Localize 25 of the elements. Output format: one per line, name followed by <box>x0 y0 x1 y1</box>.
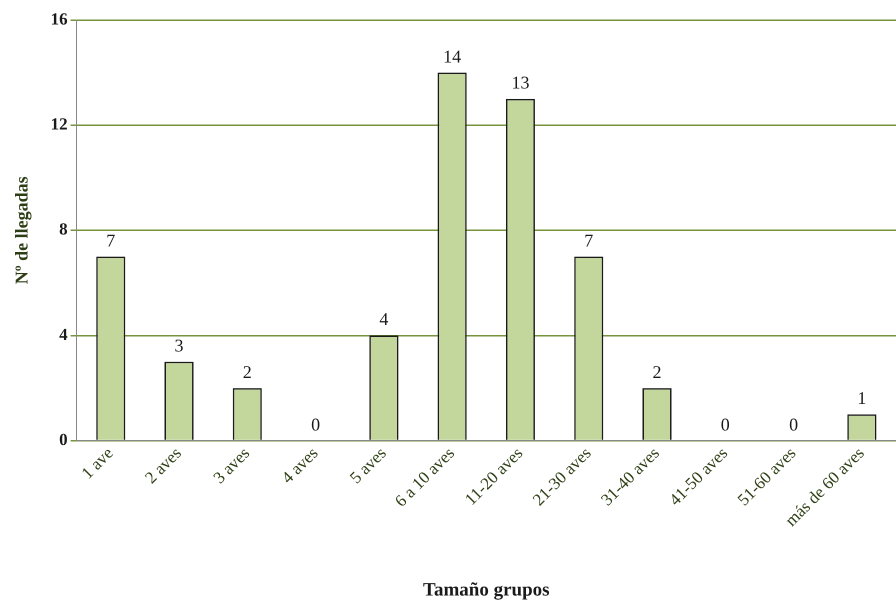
x-tick-label: 4 aves <box>278 443 322 488</box>
x-axis-title: Tamaño grupos <box>423 580 550 601</box>
data-label: 4 <box>379 309 388 330</box>
data-label: 2 <box>652 362 662 382</box>
data-label: 7 <box>584 230 594 250</box>
y-axis-title: Nº de llegadas <box>11 176 32 284</box>
x-tick-label: 1 ave <box>78 443 117 483</box>
data-label: 14 <box>443 46 462 66</box>
data-label: 13 <box>511 72 530 93</box>
x-tick-label: 6 a 10 aves <box>390 443 458 511</box>
x-tick-label: 2 aves <box>141 443 186 488</box>
y-tick-label: 12 <box>50 114 68 134</box>
y-tick-label: 16 <box>50 9 68 28</box>
data-label: 2 <box>242 362 252 382</box>
y-tick-label: 0 <box>59 430 68 450</box>
y-tick-label: 4 <box>59 324 68 344</box>
data-label: 1 <box>857 388 866 408</box>
x-tick-label: 5 aves <box>346 443 390 488</box>
x-tick-label: 3 aves <box>209 443 254 488</box>
y-tick-label: 8 <box>59 220 68 239</box>
data-label: 0 <box>311 414 320 434</box>
data-label: 0 <box>789 414 798 434</box>
data-label: 7 <box>106 230 116 250</box>
data-label: 0 <box>720 414 730 434</box>
data-label: 3 <box>174 336 184 356</box>
